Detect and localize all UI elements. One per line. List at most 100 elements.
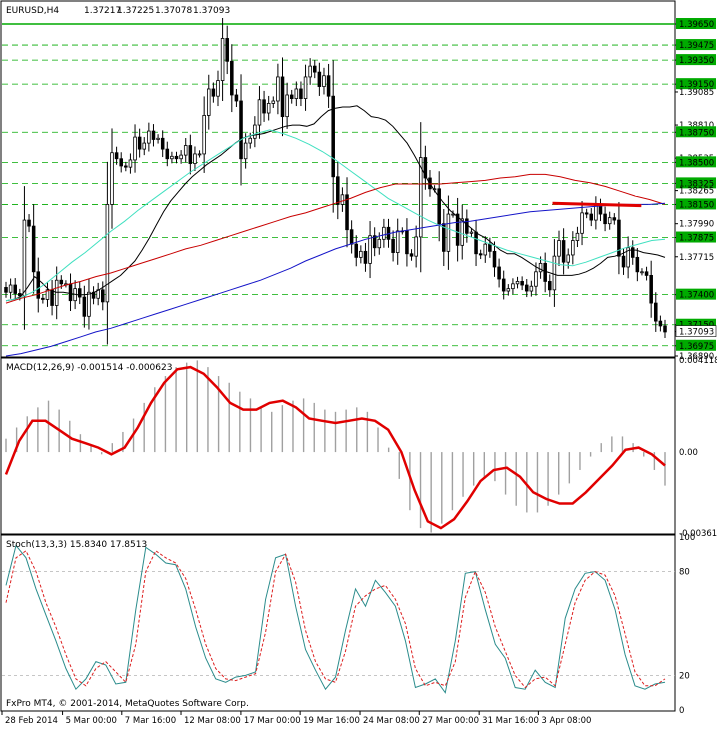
candle — [303, 64, 308, 111]
candle — [312, 60, 317, 79]
candle — [538, 256, 543, 279]
candle — [271, 96, 276, 108]
candle — [160, 130, 165, 158]
candle — [266, 95, 271, 121]
candle — [82, 285, 87, 328]
price-tick-label: 1.37093 — [679, 328, 714, 338]
level-price-tag — [676, 231, 716, 243]
candle — [193, 146, 197, 172]
candle — [492, 241, 497, 277]
candle — [580, 201, 584, 246]
x-tick-label: 12 Mar 08:00 — [184, 716, 241, 726]
candle — [183, 138, 188, 163]
candle — [524, 279, 529, 298]
candle — [124, 161, 128, 172]
x-tick-label: 27 Mar 00:00 — [422, 716, 479, 726]
candle — [395, 218, 400, 265]
candle — [345, 177, 349, 248]
price-tick-label: 1.36890 — [679, 352, 714, 362]
candle — [543, 252, 547, 293]
price-tick-label: 1.38810 — [679, 121, 714, 131]
candle — [170, 151, 174, 164]
candle — [644, 266, 649, 281]
price-tick-label: 1.39085 — [679, 88, 714, 98]
level-price-tag — [676, 18, 716, 30]
candle — [119, 152, 123, 173]
candle — [285, 82, 289, 129]
price-tick-label: 1.38750 — [679, 128, 714, 138]
moving-average-4 — [5, 202, 666, 357]
level-price-tag — [676, 339, 716, 351]
price-header-close: 1.37093 — [193, 6, 230, 16]
price-tick-label: 1.39650 — [679, 20, 714, 30]
candle — [520, 276, 524, 291]
price-header-low: 1.37078 — [155, 6, 192, 16]
macd-tick-label: 0.00 — [679, 448, 698, 458]
price-tick-label: 1.36975 — [679, 342, 714, 352]
macd-panel[interactable] — [0, 357, 676, 535]
price-header-high: 1.37225 — [117, 6, 154, 16]
macd-layer — [4, 360, 666, 533]
candle — [216, 70, 220, 107]
candle — [382, 218, 386, 248]
level-price-tag — [676, 198, 716, 210]
price-header-symbol: EURUSD,H4 — [6, 6, 59, 16]
candle — [27, 214, 31, 233]
candle — [326, 63, 331, 108]
candle — [607, 211, 612, 230]
x-tick-label: 19 Mar 16:00 — [303, 716, 360, 726]
candle — [206, 74, 211, 130]
x-tick-label: 17 Mar 00:00 — [244, 716, 301, 726]
candle — [13, 278, 17, 301]
candle — [617, 202, 621, 275]
price-tick-label: 1.38500 — [679, 158, 714, 168]
candle — [640, 268, 644, 276]
candle — [87, 279, 91, 330]
candle — [257, 86, 262, 139]
resistance-trendline[interactable] — [552, 201, 642, 208]
candle — [243, 133, 248, 169]
stoch-header: Stoch(13,3,3) 15.8340 17.8513 — [6, 540, 147, 550]
candle — [156, 134, 160, 144]
level-price-tag — [676, 288, 716, 300]
candle — [230, 44, 234, 113]
price-tick-label: 1.39150 — [679, 80, 714, 90]
stoch-tick-label: 0 — [679, 706, 684, 716]
candle — [571, 231, 575, 265]
candle — [45, 282, 50, 307]
moving-average-2 — [5, 129, 666, 302]
price-tick-label: 1.37715 — [679, 253, 714, 263]
level-price-tag — [676, 318, 716, 330]
candle — [322, 67, 326, 95]
stoch-main-line — [5, 544, 666, 694]
stoch-panel[interactable] — [0, 534, 676, 712]
candle — [188, 134, 193, 175]
candle — [317, 62, 322, 96]
candle — [41, 294, 45, 304]
level-price-tag — [676, 156, 716, 168]
candle — [423, 145, 428, 190]
candle — [437, 171, 441, 242]
candle — [165, 141, 170, 167]
candle — [630, 240, 635, 265]
candle — [336, 162, 340, 220]
moving-average-1 — [5, 105, 666, 302]
price-tick-label: 1.37990 — [679, 220, 714, 230]
candle — [584, 208, 589, 219]
candle — [557, 230, 561, 267]
candle — [262, 90, 266, 122]
candle — [225, 25, 229, 75]
stoch-tick-label: 20 — [679, 671, 690, 681]
candle — [612, 213, 617, 225]
candle — [589, 208, 594, 227]
candle — [110, 128, 114, 229]
candle — [308, 58, 312, 85]
candle — [561, 228, 566, 275]
level-price-tag — [676, 126, 716, 138]
candle — [36, 257, 41, 313]
candle — [478, 249, 483, 260]
candle — [497, 258, 501, 288]
